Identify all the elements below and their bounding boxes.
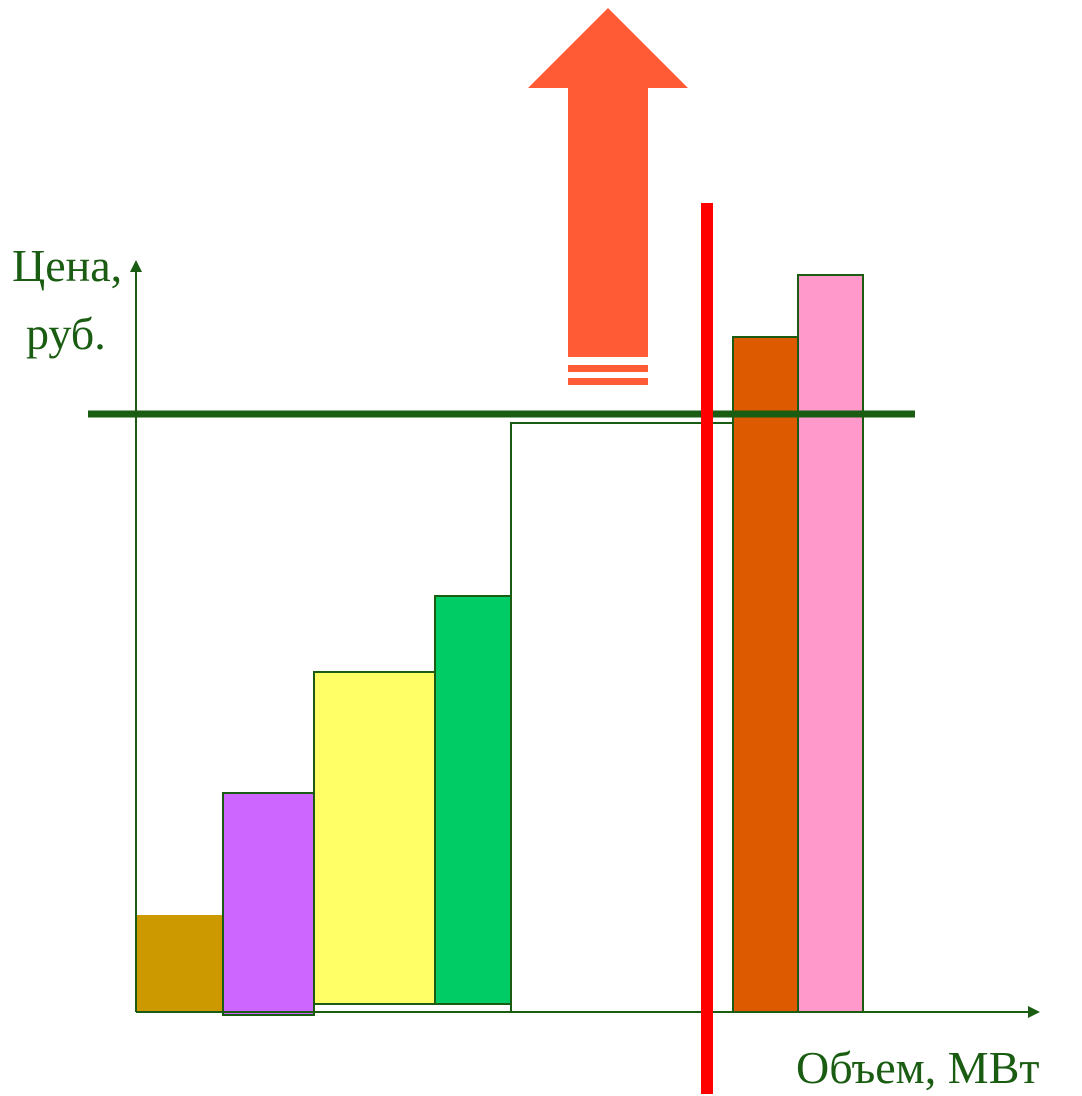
y-axis-label-line1: Цена, <box>12 240 123 291</box>
bars-group <box>136 274 864 1016</box>
bar-5 <box>510 422 734 1013</box>
x-axis-label: Объем, МВт <box>796 1042 1040 1093</box>
y-axis-label-line2: руб. <box>26 308 106 359</box>
price-rise-arrow-icon <box>528 8 688 385</box>
bar-1 <box>136 915 224 1011</box>
bar-7 <box>797 274 864 1013</box>
bar-4 <box>434 595 512 1005</box>
bar-6 <box>732 336 799 1013</box>
bar-2 <box>222 792 315 1016</box>
bar-3 <box>313 671 436 1005</box>
